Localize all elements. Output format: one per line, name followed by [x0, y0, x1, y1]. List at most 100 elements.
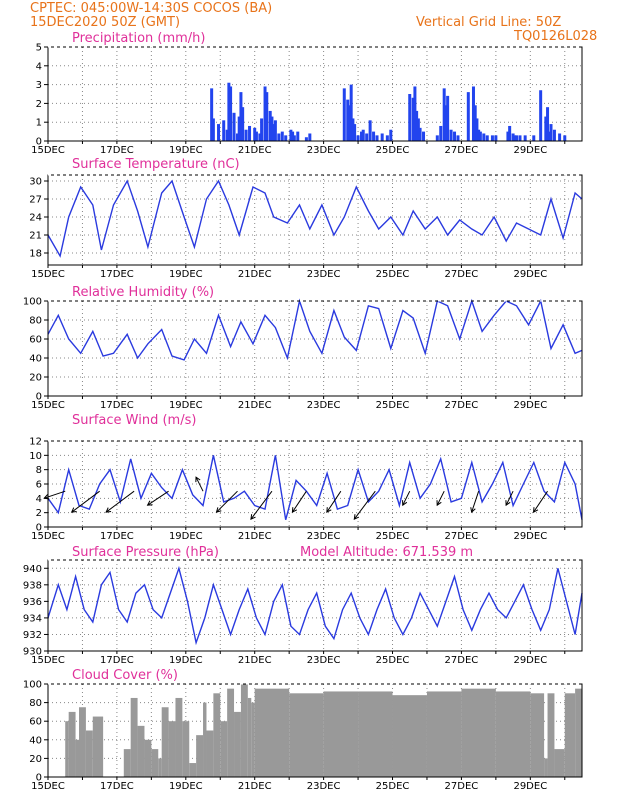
cloud-segment: [247, 697, 252, 777]
precip-bar: [346, 99, 350, 141]
precip-bar: [546, 107, 550, 141]
wind-arrow-shaft: [195, 476, 204, 492]
precip-bar: [552, 129, 556, 141]
wind-arrow-head: [291, 507, 298, 514]
y-tick-label: 4: [36, 61, 42, 72]
x-tick-label: 17DEC: [100, 269, 134, 280]
precip-bar: [446, 95, 450, 141]
x-tick-label: 15DEC: [31, 145, 65, 156]
x-tick-label: 17DEC: [100, 655, 134, 666]
y-tick-label: 20: [29, 373, 42, 384]
wind-arrow-shaft: [216, 490, 238, 513]
x-tick-label: 29DEC: [513, 145, 547, 156]
x-tick-label: 25DEC: [376, 400, 410, 411]
precip-bar: [347, 105, 351, 141]
cloud-segment: [189, 763, 197, 777]
x-tick-label: 29DEC: [513, 531, 547, 542]
precip-bar: [515, 135, 519, 141]
panel-title: Relative Humidity (%): [72, 285, 214, 300]
precip-bar: [227, 82, 231, 141]
y-tick-label: 80: [29, 698, 42, 709]
y-tick-label: 2: [36, 508, 42, 519]
panel-4: 930 932 934 936 938 940 15DEC 17DEC 19DEC 21DEC 23…: [23, 545, 583, 666]
cloud-segment: [213, 693, 221, 777]
x-tick-label: 25DEC: [376, 145, 410, 156]
cloud-segment: [426, 691, 462, 777]
precip-bar: [513, 135, 517, 141]
wind-arrow-shaft: [471, 491, 480, 513]
panel-frame: [47, 46, 583, 142]
precip-bar: [539, 90, 543, 141]
cloud-segment: [65, 721, 69, 777]
y-tick-label: 21: [29, 231, 42, 242]
y-tick-label: 0: [36, 773, 42, 784]
y-tick-label: 27: [29, 195, 42, 206]
precip-bar: [365, 133, 369, 141]
precip-bar: [494, 135, 498, 141]
wind-arrow-shaft: [353, 490, 376, 520]
series-line: [47, 565, 583, 646]
precip-bar: [239, 92, 243, 141]
y-tick-label: 930: [23, 647, 42, 658]
cloud-segment: [461, 688, 496, 777]
cloud-segment: [161, 707, 169, 777]
cloud-segment: [220, 721, 228, 777]
precip-bar: [289, 129, 293, 141]
header-date: 15DEC2020 50Z (GMT): [30, 15, 181, 30]
x-tick-label: 21DEC: [238, 531, 272, 542]
x-tick-label: 15DEC: [31, 269, 65, 280]
x-tick-label: 19DEC: [169, 531, 203, 542]
panel-5: 0 20 40 60 80 100 15DEC 17DEC 19DEC 21DEC 23DEC 25D…: [23, 668, 583, 792]
precip-bar: [296, 131, 300, 141]
wind-arrow-head: [353, 514, 360, 521]
cloud-segment: [158, 758, 162, 777]
wind-arrow-head: [402, 500, 408, 507]
y-tick-label: 938: [23, 580, 42, 591]
precip-bar: [263, 86, 267, 141]
precip-bar: [291, 131, 295, 141]
precip-bar: [349, 84, 353, 141]
precip-bar: [422, 131, 426, 141]
precip-bar: [558, 133, 562, 141]
cloud-segment: [151, 749, 159, 777]
precip-bar: [210, 88, 214, 141]
precip-bar: [523, 135, 527, 141]
x-tick-label: 27DEC: [445, 145, 479, 156]
precip-bar: [485, 135, 489, 141]
x-tick-label: 21DEC: [238, 781, 272, 792]
precip-bar: [380, 133, 384, 141]
x-tick-label: 17DEC: [100, 531, 134, 542]
wind-arrow-shaft: [71, 490, 100, 513]
precip-bar: [490, 135, 494, 141]
precip-bar: [544, 116, 548, 141]
cloud-segment: [92, 716, 104, 777]
header-location: CPTEC: 045:00W-14:30S COCOS (BA): [30, 1, 273, 16]
panel-0: 0 1 2 3 4 5 15DEC 17DEC 19DEC 21DEC 23DEC 25DEC 27DE…: [31, 31, 583, 156]
x-tick-label: 15DEC: [31, 400, 65, 411]
cloud-segment: [289, 693, 324, 777]
wind-arrow-shaft: [250, 490, 273, 520]
cloud-segment: [203, 702, 207, 777]
cloud-segment: [530, 693, 545, 777]
precip-bar: [475, 118, 479, 141]
precip-bar: [211, 118, 215, 141]
x-tick-label: 17DEC: [100, 145, 134, 156]
panel-3: 0 2 4 6 8 10 12 15DEC 17DEC 19DEC 21DEC 23DEC 25DEC 2…: [29, 413, 583, 542]
y-tick-label: 100: [23, 297, 42, 308]
cloud-segment: [123, 749, 131, 777]
precip-bar: [368, 120, 372, 141]
panel-frame: [47, 300, 583, 397]
y-tick-label: 3: [36, 80, 42, 91]
precip-bar: [237, 116, 241, 141]
y-tick-label: 932: [23, 630, 42, 641]
panel-annotation: Model Altitude: 671.539 m: [300, 545, 473, 560]
header-code: TQ0126L028: [514, 29, 598, 44]
x-tick-label: 17DEC: [100, 781, 134, 792]
precip-bar: [442, 88, 446, 141]
precip-bar: [372, 131, 376, 141]
precip-bar: [222, 120, 226, 141]
precip-bar: [449, 129, 453, 141]
x-tick-label: 29DEC: [513, 269, 547, 280]
panel-title: Surface Temperature (nC): [72, 157, 240, 172]
